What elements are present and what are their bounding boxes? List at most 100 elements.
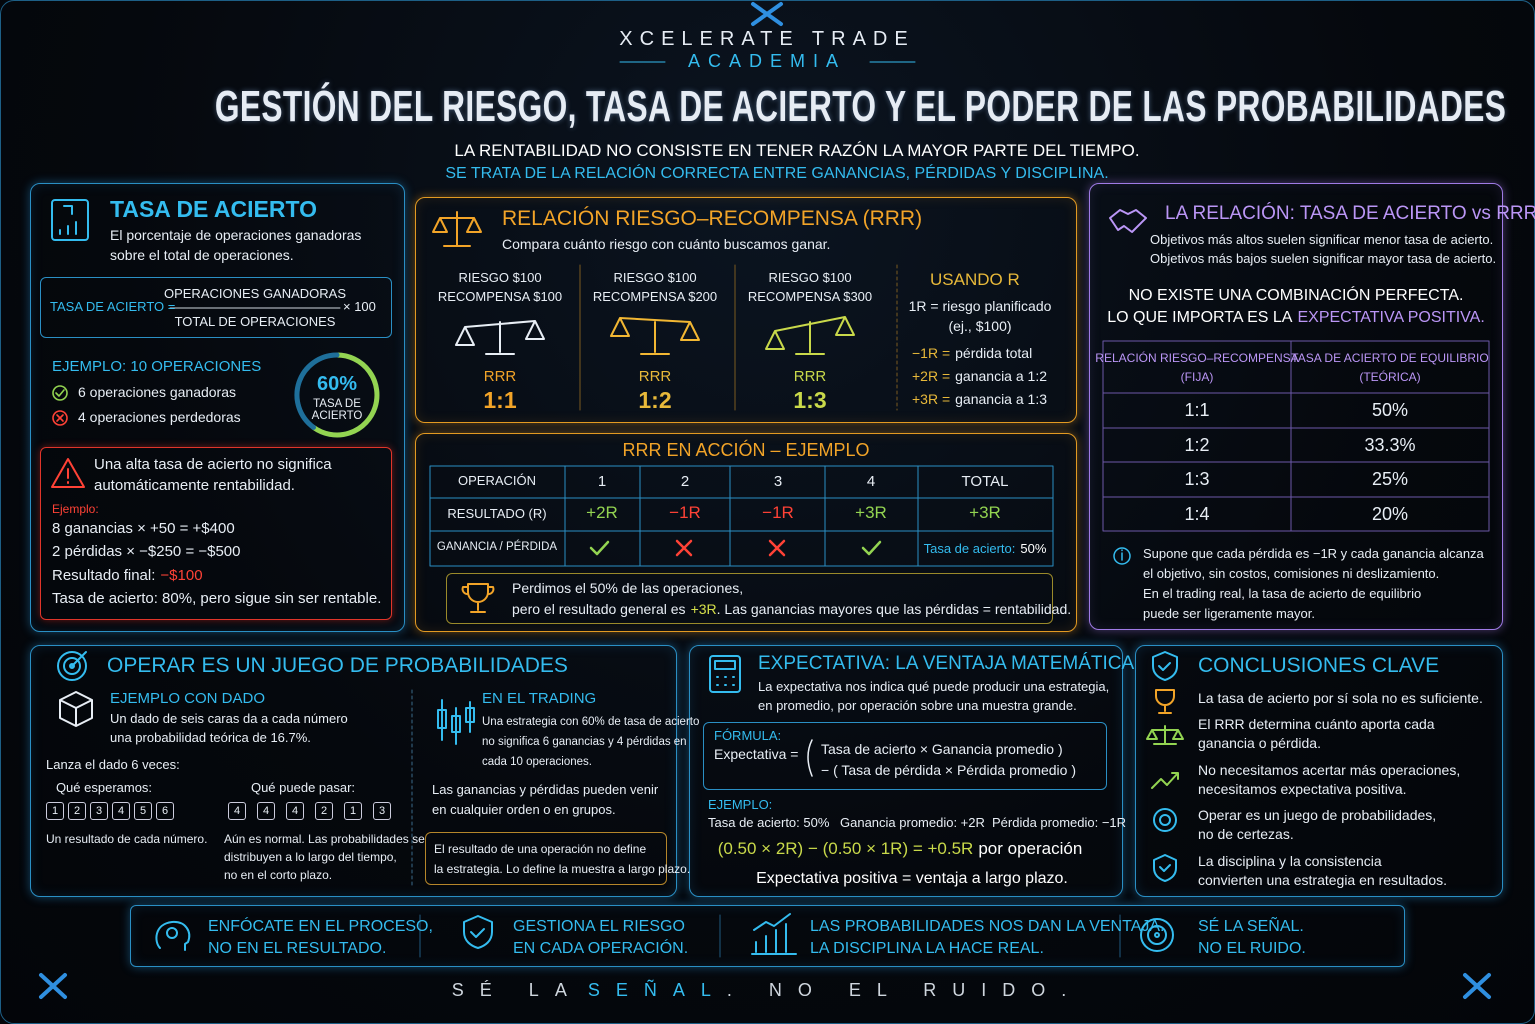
risk: RIESGO $100 (768, 270, 852, 285)
banner-icon (1140, 918, 1174, 952)
text-row: (0.50 × 2R) − (0.50 × 1R) = +0.5R por ope… (718, 839, 1083, 859)
risk: RIESGO $100 (613, 270, 697, 285)
header: 3 (773, 473, 783, 490)
cross-icon (52, 410, 68, 426)
losses: 4 operaciones perdedoras (78, 409, 241, 425)
hl: SEÑAL (587, 980, 727, 1000)
calculator-icon (716, 676, 735, 686)
ratio: 1:2 (638, 387, 672, 413)
check-icon (52, 385, 68, 401)
conclusion-icon (1151, 772, 1179, 789)
target-icon (63, 657, 81, 675)
ratio: 1:3 (793, 387, 827, 413)
rows: 33.3% (1364, 434, 1416, 455)
total-value: 50% (1020, 541, 1047, 556)
wins: 6 operaciones ganadoras (78, 384, 237, 400)
shield-icon (1152, 651, 1178, 681)
normal: Aún es normal. Las probabilidades se (224, 832, 425, 846)
a: SÉ LA (451, 980, 583, 1000)
label: RRR (483, 368, 517, 385)
cada: Un resultado de cada número. (46, 832, 208, 846)
lanza: Lanza el dado 6 veces: (46, 757, 180, 772)
banner-icon (463, 915, 493, 949)
title: TASA DE ACIERTO (110, 196, 318, 222)
table-grid (429, 465, 1054, 567)
tasa-icon (51, 199, 89, 241)
check-mark (589, 540, 610, 556)
key: −1R = (912, 345, 951, 361)
key: +2R = (912, 368, 951, 384)
esperados: 2 (68, 802, 86, 820)
logo (39, 2, 1491, 999)
dice-icon (59, 691, 93, 727)
panel-conclusiones (1135, 645, 1503, 897)
target-icon (69, 663, 75, 669)
results: −1R (762, 503, 794, 522)
calc: (0.50 × 2R) − (0.50 × 1R) = +0.5R (717, 839, 974, 858)
dice-icon (59, 691, 93, 727)
trading-desc: Una estrategia con 60% de tasa de aciert… (482, 716, 700, 728)
statement2-hl: EXPECTATIVA POSITIVA. (1297, 309, 1485, 326)
lines: 8 ganancias × +50 = +$400 (52, 520, 235, 537)
esperados: 6 (156, 802, 174, 820)
items: No necesitamos acertar más operaciones, (1198, 762, 1461, 778)
cross-mark (675, 539, 693, 557)
title: OPERAR ES UN JUEGO DE PROBABILIDADES (107, 654, 568, 677)
brace (807, 739, 813, 777)
lines: 2 pérdidas × −$250 = −$500 (52, 543, 241, 560)
note2a: pero el resultado general es (512, 601, 686, 617)
balance-icon (432, 211, 482, 247)
banner: SÉ LA SEÑAL. (1198, 918, 1304, 935)
items: no de certezas. (1198, 826, 1294, 842)
posibles: 4 (257, 802, 275, 820)
table-grid (1102, 340, 1490, 532)
banner-icon (155, 913, 1174, 955)
banner-divider (419, 914, 1121, 958)
conclusion-icon (1146, 689, 1184, 882)
cross-icon (56, 414, 64, 422)
text-row: −1R = pérdida total (912, 345, 1032, 362)
scale (610, 317, 700, 355)
panel-tasa (30, 183, 405, 632)
times: × 100 (343, 299, 376, 314)
target-icon (57, 651, 87, 681)
check-icon (52, 385, 68, 401)
logo (39, 973, 67, 999)
items: La tasa de acierto por sí sola no es suf… (1198, 690, 1483, 706)
header: OPERACIÓN (457, 473, 537, 488)
note2b: +3R (690, 601, 717, 617)
posibles: 4 (228, 802, 246, 820)
lhs: Expectativa = (714, 746, 799, 762)
cross-mark (675, 539, 786, 557)
banner: ENFÓCATE EN EL PROCESO, (208, 918, 433, 935)
final-label: Resultado final: (52, 567, 156, 584)
text-row: LO QUE IMPORTA ES LA EXPECTATIVA POSITIVA… (1107, 308, 1485, 327)
separator (579, 264, 898, 411)
headers: TASA DE ACIERTO DE EQUILIBRIO (1291, 351, 1489, 365)
reward: RECOMPENSA $300 (747, 289, 873, 304)
esperados: 1 (46, 802, 64, 820)
title: RRR EN ACCIÓN – EJEMPLO (622, 440, 870, 460)
calculator-icon (709, 655, 741, 693)
ex: Tasa de acierto: 50% (708, 815, 830, 830)
calc-suffix: por operación (978, 839, 1083, 858)
panel-prob (30, 645, 677, 897)
handshake-icon (1109, 209, 1147, 233)
formula-label: TASA DE ACIERTO = (50, 299, 176, 314)
calculator-icon (714, 660, 736, 670)
headers: RELACIÓN RIESGO–RECOMPENSA (1095, 351, 1299, 365)
posibles: 1 (344, 802, 362, 820)
text: ganancia a 1:3 (955, 391, 1047, 407)
conclusion-icon (1153, 808, 1177, 832)
items: necesitamos expectativa positiva. (1198, 781, 1407, 797)
example-label: Ejemplo: (52, 502, 99, 516)
trading-2: en cualquier orden o en grupos. (432, 802, 616, 817)
example-title: EJEMPLO: 10 OPERACIONES (52, 358, 262, 375)
ratio: 1:1 (483, 387, 517, 413)
note: En el trading real, la tasa de acierto d… (1143, 586, 1422, 601)
items: convierten una estrategia en resultados. (1198, 872, 1448, 888)
trading-title: EN EL TRADING (482, 690, 597, 707)
text-row: +3R = ganancia a 1:3 (912, 391, 1047, 408)
items: La disciplina y la consistencia (1198, 853, 1382, 869)
note: puede ser ligeramente mayor. (1143, 606, 1315, 621)
